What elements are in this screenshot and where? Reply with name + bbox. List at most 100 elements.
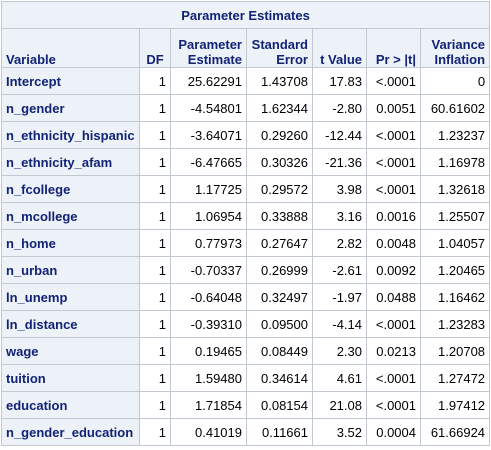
table-row: n_ethnicity_hispanic 1 -3.64071 0.29260 -12.… <box>1 121 491 149</box>
table-row: n_home 1 0.77973 0.27647 2.82 0.0048 1.04057 <box>1 229 491 257</box>
cell-p-value: <.0001 <box>366 391 421 419</box>
row-variable: tuition <box>1 364 140 392</box>
cell-df: 1 <box>139 67 171 95</box>
cell-p-value: <.0001 <box>366 175 421 203</box>
cell-p-value: <.0001 <box>366 364 421 392</box>
cell-standard-error: 1.62344 <box>246 94 313 122</box>
cell-parameter-estimate: -4.54801 <box>170 94 247 122</box>
cell-parameter-estimate: 0.41019 <box>170 418 247 446</box>
cell-p-value: <.0001 <box>366 67 421 95</box>
cell-df: 1 <box>139 310 171 338</box>
cell-parameter-estimate: -0.39310 <box>170 310 247 338</box>
cell-df: 1 <box>139 337 171 365</box>
header-standard-error-line1: Standard <box>251 37 308 52</box>
cell-df: 1 <box>139 283 171 311</box>
cell-t-value: -21.36 <box>312 148 367 176</box>
row-variable: n_ethnicity_afam <box>1 148 140 176</box>
cell-standard-error: 0.33888 <box>246 202 313 230</box>
cell-t-value: 17.83 <box>312 67 367 95</box>
header-p-value: Pr > |t| <box>366 28 421 68</box>
cell-t-value: 4.61 <box>312 364 367 392</box>
cell-parameter-estimate: 1.71854 <box>170 391 247 419</box>
cell-parameter-estimate: 0.19465 <box>170 337 247 365</box>
cell-variance-inflation: 1.20708 <box>419 337 491 365</box>
cell-standard-error: 0.08449 <box>246 337 313 365</box>
cell-variance-inflation: 1.97412 <box>419 391 491 419</box>
cell-variance-inflation: 1.23237 <box>419 121 491 149</box>
cell-parameter-estimate: -0.70337 <box>170 256 247 284</box>
header-parameter-estimate: Parameter Estimate <box>170 28 247 68</box>
cell-p-value: 0.0488 <box>366 283 421 311</box>
table-row: n_fcollege 1 1.17725 0.29572 3.98 <.0001 1.326… <box>1 175 491 203</box>
cell-variance-inflation: 0 <box>419 67 491 95</box>
header-t-value: t Value <box>312 28 367 68</box>
cell-df: 1 <box>139 418 171 446</box>
header-df: DF <box>139 28 171 68</box>
cell-p-value: <.0001 <box>366 310 421 338</box>
cell-t-value: -4.14 <box>312 310 367 338</box>
cell-t-value: 21.08 <box>312 391 367 419</box>
cell-df: 1 <box>139 256 171 284</box>
cell-df: 1 <box>139 121 171 149</box>
header-standard-error-line2: Error <box>276 52 308 67</box>
table-row: n_urban 1 -0.70337 0.26999 -2.61 0.0092 1.2046… <box>1 256 491 284</box>
header-parameter-estimate-line1: Parameter <box>178 37 242 52</box>
cell-df: 1 <box>139 148 171 176</box>
table-row: ln_unemp 1 -0.64048 0.32497 -1.97 0.0488 1.164… <box>1 283 491 311</box>
cell-standard-error: 0.26999 <box>246 256 313 284</box>
header-variable: Variable <box>1 28 140 68</box>
cell-t-value: 2.30 <box>312 337 367 365</box>
table-row: n_gender 1 -4.54801 1.62344 -2.80 0.0051 60.61… <box>1 94 491 122</box>
cell-t-value: -2.61 <box>312 256 367 284</box>
cell-df: 1 <box>139 229 171 257</box>
cell-p-value: 0.0048 <box>366 229 421 257</box>
cell-p-value: <.0001 <box>366 148 421 176</box>
cell-variance-inflation: 1.16978 <box>419 148 491 176</box>
cell-t-value: -1.97 <box>312 283 367 311</box>
table-title: Parameter Estimates <box>0 1 491 29</box>
row-variable: n_ethnicity_hispanic <box>1 121 140 149</box>
cell-parameter-estimate: -0.64048 <box>170 283 247 311</box>
cell-variance-inflation: 1.23283 <box>419 310 491 338</box>
cell-t-value: 3.52 <box>312 418 367 446</box>
cell-parameter-estimate: 1.59480 <box>170 364 247 392</box>
cell-variance-inflation: 1.20465 <box>419 256 491 284</box>
cell-variance-inflation: 1.27472 <box>419 364 491 392</box>
cell-p-value: 0.0016 <box>366 202 421 230</box>
table-row: tuition 1 1.59480 0.34614 4.61 <.0001 1.27472 <box>1 364 491 392</box>
cell-parameter-estimate: 25.62291 <box>170 67 247 95</box>
cell-p-value: <.0001 <box>366 121 421 149</box>
table-row: education 1 1.71854 0.08154 21.08 <.0001 1.974… <box>1 391 491 419</box>
row-variable: n_fcollege <box>1 175 140 203</box>
cell-df: 1 <box>139 175 171 203</box>
header-variance-inflation-line2: Inflation <box>434 52 486 67</box>
row-variable: ln_unemp <box>1 283 140 311</box>
cell-df: 1 <box>139 391 171 419</box>
cell-standard-error: 0.11661 <box>246 418 313 446</box>
cell-standard-error: 0.29572 <box>246 175 313 203</box>
cell-t-value: -2.80 <box>312 94 367 122</box>
header-row: Variable DF Parameter Estimate Standard Er… <box>1 28 491 68</box>
cell-standard-error: 0.34614 <box>246 364 313 392</box>
cell-standard-error: 0.09500 <box>246 310 313 338</box>
cell-parameter-estimate: 0.77973 <box>170 229 247 257</box>
header-parameter-estimate-line2: Estimate <box>187 52 242 67</box>
cell-variance-inflation: 1.16462 <box>419 283 491 311</box>
cell-variance-inflation: 60.61602 <box>419 94 491 122</box>
cell-p-value: 0.0004 <box>366 418 421 446</box>
cell-standard-error: 0.32497 <box>246 283 313 311</box>
cell-t-value: -12.44 <box>312 121 367 149</box>
row-variable: n_urban <box>1 256 140 284</box>
cell-p-value: 0.0213 <box>366 337 421 365</box>
cell-t-value: 3.98 <box>312 175 367 203</box>
row-variable: Intercept <box>1 67 140 95</box>
row-variable: n_gender <box>1 94 140 122</box>
cell-p-value: 0.0051 <box>366 94 421 122</box>
cell-standard-error: 0.27647 <box>246 229 313 257</box>
row-variable: ln_distance <box>1 310 140 338</box>
table-row: n_gender_education 1 0.41019 0.11661 3.52 0.0… <box>1 418 491 446</box>
table-row: ln_distance 1 -0.39310 0.09500 -4.14 <.0001 1.… <box>1 310 491 338</box>
cell-df: 1 <box>139 202 171 230</box>
table-row: Intercept 1 25.62291 1.43708 17.83 <.0001 0 <box>1 67 491 95</box>
